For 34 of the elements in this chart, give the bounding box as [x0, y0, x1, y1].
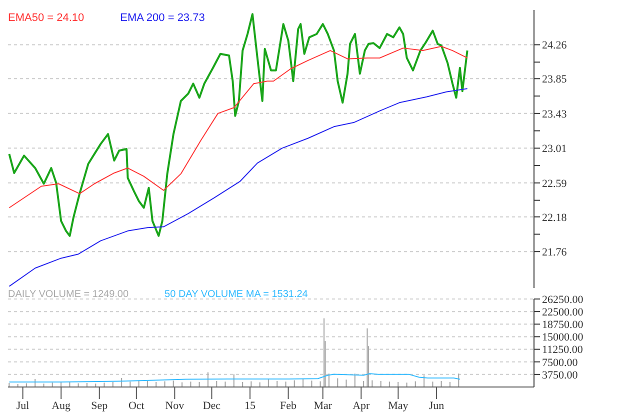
line-series [8, 13, 468, 237]
y-tick-label: 22500.00 [542, 306, 584, 318]
y-tick-label: 23.43 [542, 108, 568, 120]
y-tick-label: 11250.00 [542, 344, 584, 356]
x-tick-label: 15 [244, 400, 256, 412]
x-tick-label: Nov [165, 400, 185, 412]
x-tick-label: May [388, 400, 409, 412]
y-tick-label: 3750.00 [542, 369, 578, 382]
y-tick-label: 7500.00 [542, 356, 578, 369]
x-tick-label: Mar [314, 400, 332, 412]
line-series [8, 373, 460, 382]
y-tick-label: 23.85 [542, 74, 568, 86]
x-tick-label: Oct [128, 400, 144, 412]
text: EMA 200 = 23.73 [120, 12, 205, 24]
y-tick-label: 23.01 [542, 143, 567, 156]
y-tick-label: 22.18 [542, 212, 568, 224]
y-tick-label: 15000.00 [542, 332, 584, 344]
x-tick-label: Jul [16, 400, 30, 412]
x-tick-label: Dec [202, 400, 221, 412]
y-tick-label: 22.59 [542, 178, 568, 190]
text: DAILY VOLUME = 1249.00 [8, 289, 129, 300]
y-tick-label: 24.26 [542, 40, 568, 52]
y-tick-label: 26250.00 [542, 294, 584, 306]
y-tick-label: 21.76 [542, 246, 568, 258]
x-tick-label: Jun [428, 400, 445, 412]
x-tick-label: Feb [280, 400, 298, 412]
line-series [8, 88, 468, 287]
line-series [8, 46, 468, 208]
x-tick-label: Sep [91, 400, 108, 412]
x-tick-label: Aug [52, 400, 72, 412]
text: EMA50 = 24.10 [8, 12, 84, 24]
text: 50 DAY VOLUME MA = 1531.24 [164, 289, 308, 300]
x-tick-label: Apr [352, 400, 370, 412]
y-tick-label: 18750.00 [542, 319, 584, 332]
